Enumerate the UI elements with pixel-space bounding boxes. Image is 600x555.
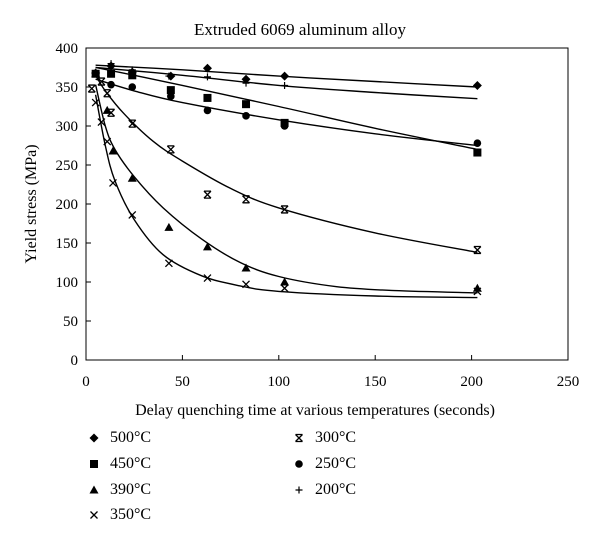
data-point-star bbox=[473, 245, 482, 255]
y-tick-label: 150 bbox=[56, 236, 79, 252]
data-point-x bbox=[128, 210, 137, 219]
data-point-x bbox=[91, 98, 100, 107]
data-point-x bbox=[280, 284, 289, 293]
data-point-x bbox=[103, 137, 112, 146]
data-point-square bbox=[473, 148, 482, 157]
fit-line-triangle bbox=[94, 84, 478, 294]
data-point-triangle bbox=[241, 263, 251, 272]
x-tick-label: 150 bbox=[364, 374, 387, 390]
data-point-triangle bbox=[202, 242, 212, 251]
series-triangle bbox=[91, 69, 482, 294]
fit-line-diamond bbox=[95, 64, 478, 88]
data-point-star bbox=[107, 108, 116, 117]
data-point-star bbox=[242, 195, 250, 204]
x-tick-label: 0 bbox=[82, 374, 90, 390]
data-point-x bbox=[473, 287, 482, 296]
data-point-square bbox=[128, 71, 137, 80]
y-tick-label: 350 bbox=[56, 80, 79, 96]
data-point-plus bbox=[107, 60, 115, 68]
fit-line-plus bbox=[95, 66, 478, 100]
x-tick-label: 200 bbox=[460, 374, 483, 390]
data-point-triangle bbox=[108, 146, 118, 155]
data-point-diamond bbox=[280, 71, 290, 81]
chart-title: Extruded 6069 aluminum alloy bbox=[194, 20, 406, 39]
series-circle bbox=[91, 69, 482, 147]
data-point-plus bbox=[128, 66, 136, 74]
data-point-circle bbox=[107, 80, 115, 89]
data-point-circle bbox=[167, 92, 175, 101]
x-axis-label: Delay quenching time at various temperat… bbox=[135, 402, 495, 419]
series-square bbox=[91, 66, 482, 157]
data-point-star bbox=[103, 89, 112, 98]
data-point-square bbox=[203, 93, 212, 102]
data-point-square bbox=[242, 100, 251, 109]
y-tick-label: 50 bbox=[63, 314, 78, 330]
data-point-circle bbox=[242, 112, 250, 120]
data-point-star bbox=[280, 205, 289, 214]
data-point-triangle bbox=[127, 173, 137, 182]
data-point-star bbox=[203, 190, 212, 199]
data-point-plus bbox=[203, 73, 211, 81]
data-point-circle bbox=[91, 69, 100, 78]
y-tick-label: 200 bbox=[56, 197, 79, 213]
fit-line-star bbox=[95, 74, 478, 254]
data-point-plus bbox=[281, 81, 289, 89]
data-point-x bbox=[242, 280, 250, 289]
data-point-triangle bbox=[280, 277, 290, 286]
y-tick-label: 100 bbox=[56, 275, 79, 291]
x-tick-label: 250 bbox=[557, 374, 580, 390]
data-point-square bbox=[107, 69, 116, 78]
data-point-star bbox=[166, 145, 175, 154]
fit-line-x bbox=[94, 94, 478, 299]
data-point-circle bbox=[128, 83, 137, 91]
data-point-circle bbox=[473, 139, 482, 147]
y-tick-label: 300 bbox=[56, 119, 79, 135]
data-point-plus bbox=[165, 72, 173, 80]
y-tick-label: 250 bbox=[56, 158, 79, 174]
fit-line-square bbox=[95, 66, 478, 151]
series-x bbox=[91, 94, 482, 299]
data-point-star bbox=[87, 84, 96, 93]
y-tick-label: 0 bbox=[71, 353, 79, 369]
data-point-plus bbox=[242, 79, 250, 87]
data-point-circle bbox=[280, 122, 289, 130]
data-point-star bbox=[128, 119, 137, 128]
x-tick-label: 50 bbox=[175, 374, 190, 390]
fit-line-circle bbox=[95, 78, 478, 147]
data-point-triangle bbox=[164, 222, 174, 231]
series-plus bbox=[95, 60, 478, 100]
y-tick-label: 400 bbox=[56, 41, 79, 57]
data-point-square bbox=[166, 86, 175, 95]
data-point-x bbox=[203, 274, 212, 283]
series-star bbox=[87, 74, 482, 255]
data-point-x bbox=[97, 118, 106, 127]
data-point-diamond bbox=[472, 80, 482, 90]
data-point-x bbox=[164, 259, 173, 268]
data-point-circle bbox=[203, 106, 212, 115]
data-point-x bbox=[109, 178, 117, 187]
x-tick-label: 100 bbox=[268, 374, 291, 390]
data-point-diamond bbox=[202, 63, 212, 73]
y-axis-label: Yield stress (MPa) bbox=[23, 144, 40, 263]
